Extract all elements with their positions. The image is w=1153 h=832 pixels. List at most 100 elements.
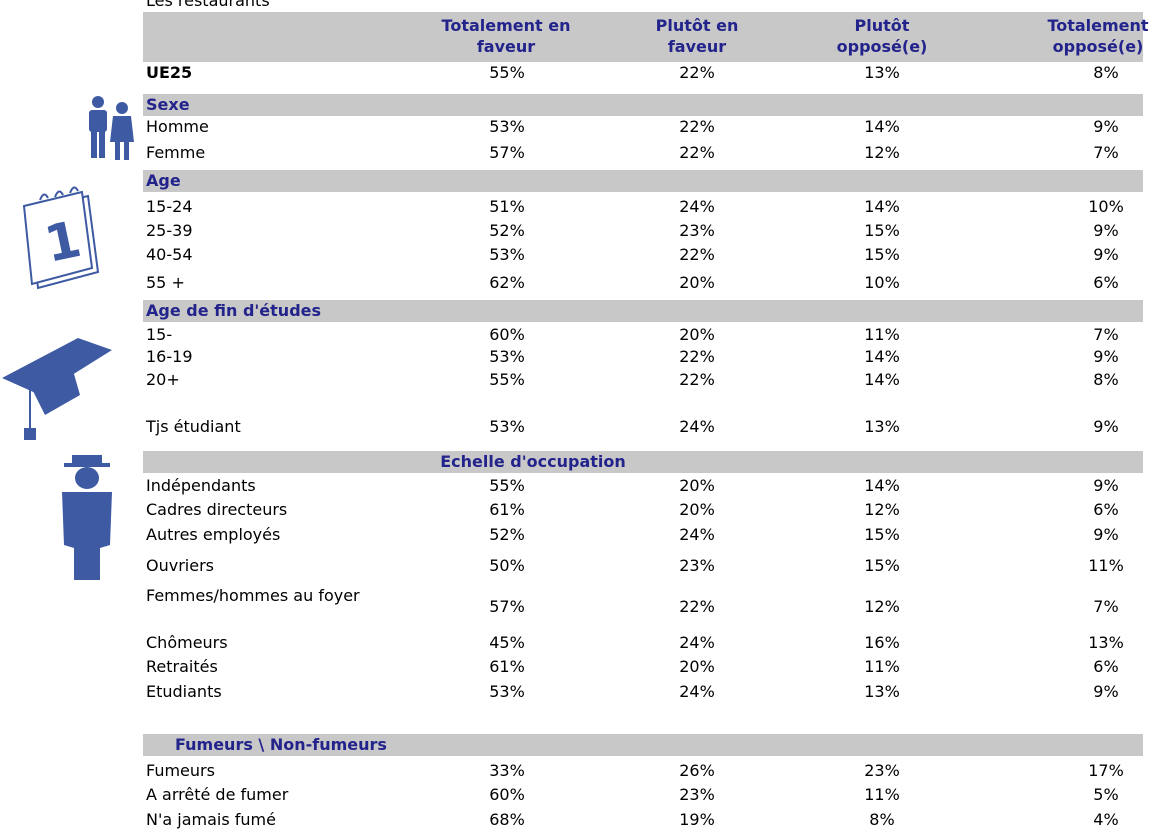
- value-cell: 15%: [864, 556, 900, 575]
- value-cell: 52%: [489, 525, 525, 544]
- icons: 1: [2, 96, 134, 580]
- value-cell: 23%: [864, 761, 900, 780]
- value-cell: 22%: [679, 117, 715, 136]
- man-icon: [62, 455, 112, 580]
- value-cell: 14%: [864, 197, 900, 216]
- value-cell: 9%: [1093, 417, 1119, 436]
- data-row-label: Indépendants: [146, 476, 256, 495]
- value-cell: 53%: [489, 682, 525, 701]
- value-cell: 9%: [1093, 117, 1119, 136]
- value-cell: 45%: [489, 633, 525, 652]
- value-cell: 15%: [864, 525, 900, 544]
- section-title: Fumeurs \ Non-fumeurs: [175, 735, 387, 754]
- value-cell: 14%: [864, 117, 900, 136]
- total-row-label: UE25: [146, 63, 193, 82]
- value-cell: 61%: [489, 657, 525, 676]
- data-row-label: 16-19: [146, 347, 193, 366]
- value-cell: 9%: [1093, 525, 1119, 544]
- value-cell: 52%: [489, 221, 525, 240]
- value-cell: 20%: [679, 273, 715, 292]
- section-band: [143, 734, 1143, 756]
- column-header: opposé(e): [1052, 37, 1144, 56]
- value-cell: 20%: [679, 657, 715, 676]
- value-cell: 24%: [679, 525, 715, 544]
- value-cell: 53%: [489, 245, 525, 264]
- value-cell: 55%: [489, 63, 525, 82]
- value-cell: 53%: [489, 417, 525, 436]
- calendar-icon: 1: [22, 186, 100, 290]
- value-cell: 9%: [1093, 347, 1119, 366]
- graduation-icon: [2, 338, 112, 440]
- section-title: Sexe: [146, 95, 190, 114]
- value-cell: 22%: [679, 347, 715, 366]
- value-cell: 12%: [864, 143, 900, 162]
- section-band: [143, 300, 1143, 322]
- column-header: opposé(e): [836, 37, 928, 56]
- value-cell: 14%: [864, 347, 900, 366]
- value-cell: 15%: [864, 245, 900, 264]
- column-header: Plutôt: [854, 16, 910, 35]
- data-row-label: 40-54: [146, 245, 193, 264]
- data-row-label: N'a jamais fumé: [146, 810, 276, 829]
- data-row-label: Tjs étudiant: [146, 417, 241, 436]
- value-cell: 6%: [1093, 500, 1119, 519]
- value-cell: 17%: [1088, 761, 1124, 780]
- value-cell: 20%: [679, 476, 715, 495]
- value-cell: 22%: [679, 370, 715, 389]
- value-cell: 9%: [1093, 221, 1119, 240]
- value-cell: 57%: [489, 143, 525, 162]
- section-title: Echelle d'occupation: [440, 452, 626, 471]
- header-band: [143, 12, 1143, 62]
- value-cell: 13%: [864, 682, 900, 701]
- value-cell: 24%: [679, 417, 715, 436]
- value-cell: 33%: [489, 761, 525, 780]
- value-cell: 23%: [679, 785, 715, 804]
- caption: Les restaurants: [146, 0, 270, 10]
- value-cell: 9%: [1093, 245, 1119, 264]
- data-row-label: Cadres directeurs: [146, 500, 288, 519]
- section-title: Age de fin d'études: [146, 301, 322, 320]
- value-cell: 22%: [679, 143, 715, 162]
- value-cell: 9%: [1093, 476, 1119, 495]
- data-row-label: Femme: [146, 143, 206, 162]
- value-cell: 23%: [679, 221, 715, 240]
- value-cell: 24%: [679, 197, 715, 216]
- value-cell: 53%: [489, 347, 525, 366]
- data-row-label: 15-24: [146, 197, 193, 216]
- section-band: [143, 94, 1143, 116]
- value-cell: 50%: [489, 556, 525, 575]
- value-cell: 12%: [864, 597, 900, 616]
- value-cell: 55%: [489, 476, 525, 495]
- value-cell: 7%: [1093, 597, 1119, 616]
- value-cell: 5%: [1093, 785, 1119, 804]
- value-cell: 10%: [1088, 197, 1124, 216]
- data-row-label: 15-: [146, 325, 173, 344]
- data-row-label: Autres employés: [146, 525, 281, 544]
- data-row-label: 20+: [146, 370, 180, 389]
- value-cell: 60%: [489, 325, 525, 344]
- value-cell: 14%: [864, 476, 900, 495]
- value-cell: 11%: [864, 325, 900, 344]
- data-row-label: 55 +: [146, 273, 185, 292]
- value-cell: 60%: [489, 785, 525, 804]
- value-cell: 22%: [679, 63, 715, 82]
- value-cell: 53%: [489, 117, 525, 136]
- value-cell: 13%: [864, 63, 900, 82]
- value-cell: 12%: [864, 500, 900, 519]
- value-cell: 24%: [679, 682, 715, 701]
- section-band: [143, 170, 1143, 192]
- people-icon: [89, 96, 134, 160]
- value-cell: 26%: [679, 761, 715, 780]
- value-cell: 16%: [864, 633, 900, 652]
- value-cell: 13%: [1088, 633, 1124, 652]
- value-cell: 51%: [489, 197, 525, 216]
- value-cell: 6%: [1093, 273, 1119, 292]
- value-cell: 11%: [1088, 556, 1124, 575]
- value-cell: 62%: [489, 273, 525, 292]
- section-band: [143, 451, 1143, 473]
- value-cell: 55%: [489, 370, 525, 389]
- value-cell: 68%: [489, 810, 525, 829]
- data-row-label: Chômeurs: [146, 633, 228, 652]
- value-cell: 14%: [864, 370, 900, 389]
